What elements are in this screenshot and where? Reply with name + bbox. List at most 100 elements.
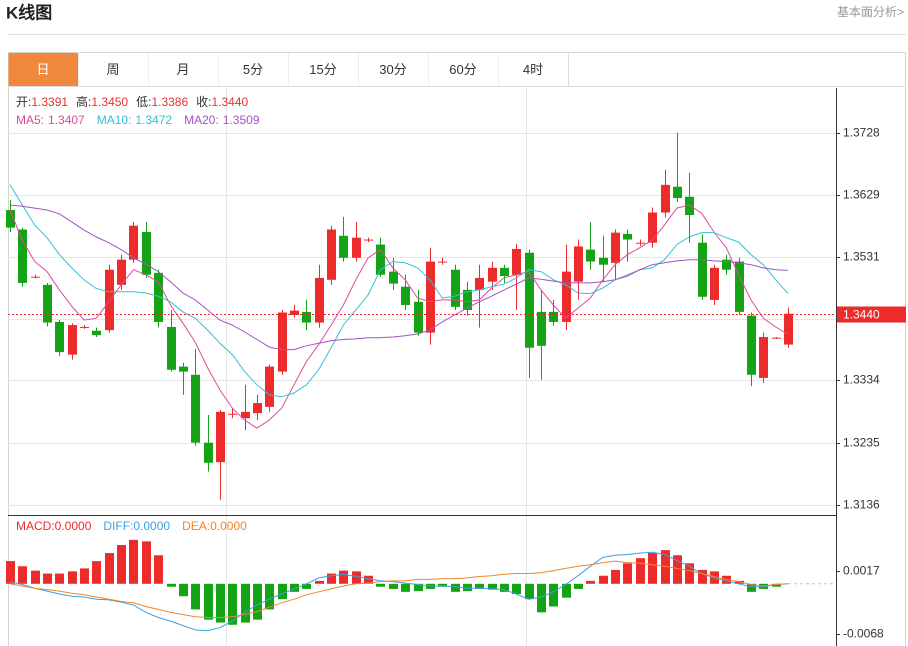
macd-bar [586,580,595,584]
macd-bar [636,558,645,584]
legend-label: 低: [136,95,151,109]
candle-body [55,321,64,353]
tab-label[interactable]: 60分 [449,62,476,77]
macd-bar [537,583,546,613]
macd-bar [167,583,176,587]
tab-label[interactable]: 5分 [243,62,263,77]
legend-value: 1.3391 [31,95,68,109]
macd-bar [500,583,509,592]
candle-body [463,289,472,310]
legend-value: 1.3407 [48,113,85,127]
macd-bar [735,580,744,584]
tab-bar: 日 周 月 5分 15分 30分 60分 4时 [8,53,569,86]
legend-label: 开: [16,95,31,109]
tab-background[interactable] [218,53,289,86]
legend-label: DIFF: [103,519,133,533]
candle-body [401,286,410,305]
tab-label[interactable]: 周 [106,62,119,77]
tab-background[interactable] [498,53,569,86]
macd-bar [549,583,558,607]
legend-value: 1.3386 [151,95,188,109]
y-tick-label: 1.3334 [843,373,880,387]
tab-background[interactable] [148,53,219,86]
candle-body [315,277,324,323]
candle-body [204,442,213,463]
macd-bar [154,555,163,584]
candle-body [129,225,138,260]
candle-body [265,366,274,407]
tab-background[interactable] [288,53,359,86]
candle-body [154,272,163,322]
candle-body [278,312,287,372]
macd-bar [525,583,534,600]
candle-body [228,413,237,415]
legend-value: 1.3440 [211,95,248,109]
candle-body [611,232,620,263]
macd-bar [216,583,225,623]
candle-body [426,261,435,333]
last-price-box [836,306,906,323]
candle-body [167,326,176,370]
tab-background[interactable] [8,53,79,86]
candle-body [685,196,694,216]
tab-label[interactable]: 日 [36,62,49,77]
ma-line [9,204,789,351]
candle-body [735,261,744,312]
candle-body [414,301,423,333]
candle-body [376,244,385,275]
y-tick-label: -0.0068 [843,627,884,641]
macd-bar [253,583,262,620]
macd-legend: MACD:0.0000 DIFF:0.0000 DEA:0.0000 [16,519,247,533]
candle-body [599,257,608,265]
macd-bar [18,566,27,584]
legend-label: 高: [76,94,91,109]
macd-bar [204,583,213,620]
ohlc-legend: 开:1.3391 高:1.3450 低:1.3386 收:1.3440 [16,94,249,109]
legend-label: 收: [196,95,211,109]
candle-body [142,232,151,275]
macd-bar [142,541,151,584]
macd-bar [315,580,324,584]
legend-label: MA5: [16,113,44,127]
macd-bar [685,563,694,584]
macd-bar [574,583,583,589]
macd-line [9,551,789,632]
legend-value: 1.3472 [135,113,172,127]
macd-bar [92,561,101,584]
tab-background[interactable] [78,53,149,86]
legend-value: 1.3509 [223,113,260,127]
macd-bar [364,575,373,584]
macd-bar [68,571,77,584]
macd-bar [623,563,632,584]
macd-bar [611,569,620,584]
tab-label[interactable]: 15分 [309,62,336,77]
macd-bar [6,561,15,584]
legend-value: 0.0000 [210,519,247,533]
macd-bar [117,545,126,584]
candle-body [43,284,52,323]
macd-bar [31,570,40,584]
candle-body [661,184,670,213]
tab-label[interactable]: 4时 [523,62,543,77]
candle-body [784,313,793,345]
candle-body [290,310,299,316]
tab-background[interactable] [358,53,429,86]
macd-bar [265,583,274,610]
candle-body [364,239,373,241]
legend-label: DEA: [182,519,210,533]
macd-bar [463,583,472,592]
candle-body [18,229,27,283]
candle-body [500,267,509,277]
analysis-link[interactable]: 基本面分析> [837,5,904,19]
candle-body [759,337,768,378]
macd-bar [772,583,781,587]
tab-label[interactable]: 月 [176,62,189,77]
candle-body [574,246,583,282]
macd-bar [302,583,311,589]
tab-background[interactable] [428,53,499,86]
tab-label[interactable]: 30分 [379,62,406,77]
macd-bar [55,573,64,584]
legend-label: MACD: [16,519,55,533]
legend-value: 1.3450 [91,95,128,109]
